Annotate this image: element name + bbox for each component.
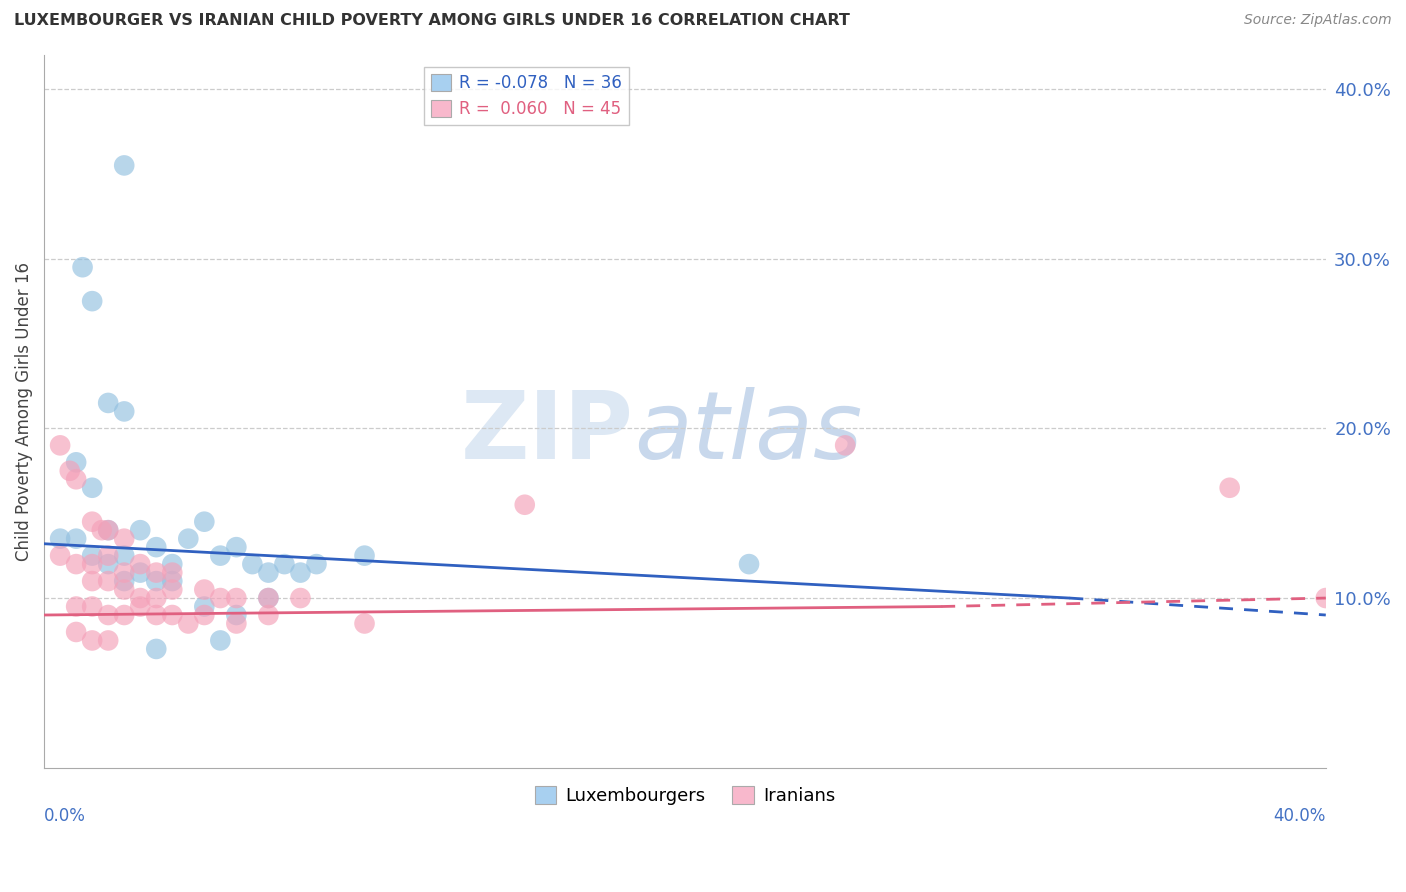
Point — [82, 515, 104, 529]
Point — [72, 260, 94, 275]
Point — [738, 557, 761, 571]
Text: atlas: atlas — [634, 387, 862, 478]
Point — [82, 599, 104, 614]
Point — [65, 557, 87, 571]
Point — [145, 566, 167, 580]
Point — [129, 557, 152, 571]
Point — [65, 455, 87, 469]
Point — [129, 591, 152, 605]
Point — [305, 557, 328, 571]
Point — [97, 549, 120, 563]
Point — [59, 464, 82, 478]
Text: 0.0%: 0.0% — [44, 807, 86, 825]
Point — [193, 582, 215, 597]
Point — [112, 582, 135, 597]
Point — [112, 532, 135, 546]
Point — [112, 404, 135, 418]
Point — [90, 523, 112, 537]
Point — [129, 523, 152, 537]
Point — [257, 591, 280, 605]
Point — [97, 607, 120, 622]
Point — [290, 566, 312, 580]
Point — [97, 396, 120, 410]
Point — [193, 599, 215, 614]
Point — [162, 574, 184, 588]
Point — [209, 633, 232, 648]
Point — [112, 566, 135, 580]
Point — [65, 532, 87, 546]
Point — [1315, 591, 1337, 605]
Point — [225, 607, 247, 622]
Point — [82, 557, 104, 571]
Point — [112, 549, 135, 563]
Point — [145, 574, 167, 588]
Point — [112, 607, 135, 622]
Point — [177, 532, 200, 546]
Point — [112, 158, 135, 172]
Point — [97, 523, 120, 537]
Point — [257, 607, 280, 622]
Point — [1219, 481, 1241, 495]
Point — [225, 591, 247, 605]
Point — [97, 633, 120, 648]
Point — [65, 599, 87, 614]
Point — [834, 438, 856, 452]
Y-axis label: Child Poverty Among Girls Under 16: Child Poverty Among Girls Under 16 — [15, 262, 32, 561]
Point — [242, 557, 264, 571]
Point — [162, 566, 184, 580]
Text: LUXEMBOURGER VS IRANIAN CHILD POVERTY AMONG GIRLS UNDER 16 CORRELATION CHART: LUXEMBOURGER VS IRANIAN CHILD POVERTY AM… — [14, 13, 851, 29]
Point — [145, 540, 167, 554]
Point — [145, 591, 167, 605]
Point — [273, 557, 295, 571]
Point — [225, 540, 247, 554]
Point — [177, 616, 200, 631]
Point — [49, 549, 72, 563]
Point — [129, 599, 152, 614]
Point — [49, 532, 72, 546]
Point — [65, 472, 87, 486]
Point — [112, 574, 135, 588]
Point — [290, 591, 312, 605]
Point — [193, 515, 215, 529]
Point — [129, 566, 152, 580]
Point — [162, 607, 184, 622]
Point — [97, 557, 120, 571]
Point — [82, 633, 104, 648]
Point — [82, 549, 104, 563]
Point — [97, 523, 120, 537]
Point — [97, 574, 120, 588]
Point — [82, 481, 104, 495]
Point — [65, 624, 87, 639]
Point — [209, 549, 232, 563]
Point — [353, 616, 375, 631]
Point — [145, 607, 167, 622]
Point — [257, 566, 280, 580]
Point — [145, 642, 167, 657]
Text: 40.0%: 40.0% — [1274, 807, 1326, 825]
Point — [225, 616, 247, 631]
Point — [257, 591, 280, 605]
Point — [193, 607, 215, 622]
Point — [353, 549, 375, 563]
Point — [162, 582, 184, 597]
Point — [82, 294, 104, 309]
Point — [513, 498, 536, 512]
Point — [162, 557, 184, 571]
Text: Source: ZipAtlas.com: Source: ZipAtlas.com — [1244, 13, 1392, 28]
Legend: R = -0.078   N = 36, R =  0.060   N = 45: R = -0.078 N = 36, R = 0.060 N = 45 — [425, 67, 628, 125]
Text: ZIP: ZIP — [461, 387, 634, 479]
Point — [49, 438, 72, 452]
Point — [209, 591, 232, 605]
Point — [82, 574, 104, 588]
